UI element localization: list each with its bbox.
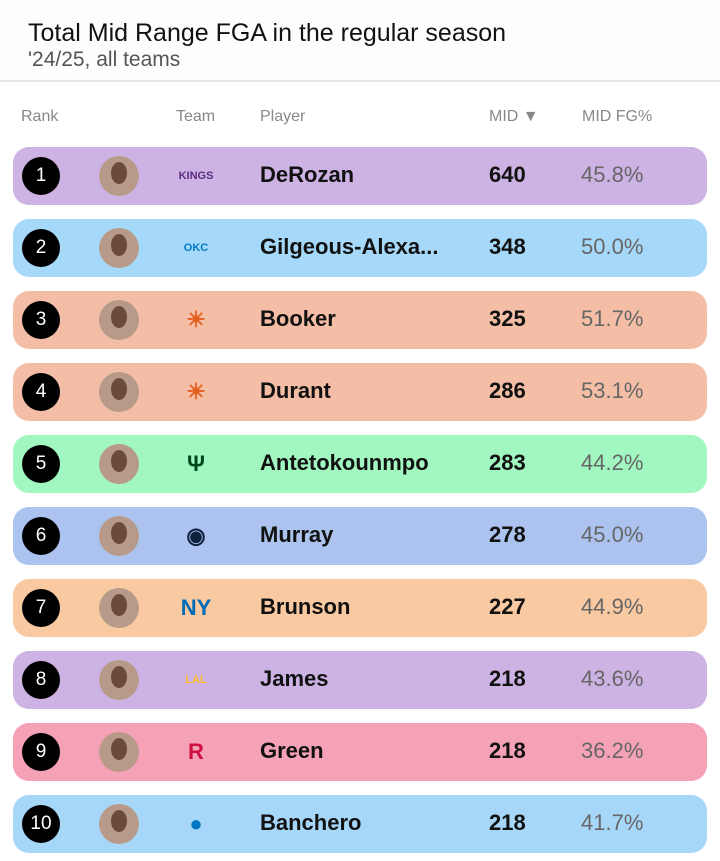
mid-fg-pct-value: 43.6% <box>581 666 644 691</box>
mid-fg-pct-value: 36.2% <box>581 738 644 763</box>
player-name: Green <box>260 738 324 763</box>
rank-badge: 5 <box>22 445 60 483</box>
team-logo-icon: R <box>188 739 204 764</box>
player-name: Booker <box>260 306 336 331</box>
page-subtitle: '24/25, all teams <box>28 48 181 71</box>
player-avatar <box>99 372 139 412</box>
mid-fg-pct-value: 44.9% <box>581 594 644 619</box>
player-avatar <box>99 156 139 196</box>
team-logo-icon: NY <box>180 595 212 620</box>
mid-value: 640 <box>489 162 526 187</box>
rank-badge: 6 <box>22 517 60 555</box>
rank-badge: 3 <box>22 301 60 339</box>
mid-value: 283 <box>489 450 526 475</box>
player-name: DeRozan <box>260 162 355 187</box>
column-header-team[interactable]: Team <box>176 108 216 125</box>
column-header-player[interactable]: Player <box>260 108 306 125</box>
team-logo-icon: ☀ <box>186 379 206 404</box>
mid-value: 286 <box>489 378 526 403</box>
mid-value: 218 <box>489 666 526 691</box>
table-row[interactable]: 3 ☀ Booker 325 51.7% <box>13 291 707 349</box>
rank-badge: 4 <box>22 373 60 411</box>
table-row[interactable]: 7 NY Brunson 227 44.9% <box>13 579 707 637</box>
rank-badge: 8 <box>22 661 60 699</box>
column-header-mid-sorted[interactable]: MID ▼ <box>489 108 539 125</box>
header: Total Mid Range FGA in the regular seaso… <box>0 0 720 82</box>
team-logo-icon: LAL <box>185 674 207 686</box>
player-name: Gilgeous-Alexa... <box>260 234 439 259</box>
rank-badge: 9 <box>22 733 60 771</box>
player-name: James <box>260 666 329 691</box>
player-avatar <box>99 228 139 268</box>
column-header-rank[interactable]: Rank <box>21 108 59 125</box>
player-avatar <box>99 660 139 700</box>
mid-fg-pct-value: 45.8% <box>581 162 644 187</box>
table-row[interactable]: 2 OKC Gilgeous-Alexa... 348 50.0% <box>13 219 707 277</box>
rank-badge: 2 <box>22 229 60 267</box>
mid-value: 218 <box>489 810 526 835</box>
column-header-mid-fg-pct[interactable]: MID FG% <box>582 108 653 125</box>
player-avatar <box>99 444 139 484</box>
player-avatar <box>99 588 139 628</box>
player-avatar <box>99 804 139 844</box>
team-logo-icon: OKC <box>183 242 209 254</box>
mid-value: 348 <box>489 234 526 259</box>
mid-fg-pct-value: 44.2% <box>581 450 644 475</box>
rank-badge: 1 <box>22 157 60 195</box>
mid-fg-pct-value: 45.0% <box>581 522 644 547</box>
team-logo-icon: KINGS <box>178 170 214 182</box>
player-name: Murray <box>260 522 334 547</box>
table-row[interactable]: 4 ☀ Durant 286 53.1% <box>13 363 707 421</box>
table-row[interactable]: 1 KINGS DeRozan 640 45.8% <box>13 147 707 205</box>
table-row[interactable]: 10 ● Banchero 218 41.7% <box>13 795 707 853</box>
table-row[interactable]: 8 LAL James 218 43.6% <box>13 651 707 709</box>
mid-value: 227 <box>489 594 526 619</box>
mid-fg-pct-value: 50.0% <box>581 234 644 259</box>
team-logo-icon: Ψ <box>187 451 205 476</box>
page-title: Total Mid Range FGA in the regular seaso… <box>28 19 507 47</box>
player-avatar <box>99 516 139 556</box>
table-row[interactable]: 9 R Green 218 36.2% <box>13 723 707 781</box>
mid-value: 325 <box>489 306 526 331</box>
mid-value: 278 <box>489 522 526 547</box>
mid-fg-pct-value: 53.1% <box>581 378 644 403</box>
team-logo-icon: ◉ <box>186 523 206 548</box>
team-logo-icon: ☀ <box>186 307 206 332</box>
team-logo-icon: ● <box>189 811 203 836</box>
mid-fg-pct-value: 41.7% <box>581 810 644 835</box>
rank-badge: 10 <box>22 805 60 843</box>
mid-value: 218 <box>489 738 526 763</box>
mid-fg-pct-value: 51.7% <box>581 306 644 331</box>
table-row[interactable]: 5 Ψ Antetokounmpo 283 44.2% <box>13 435 707 493</box>
player-name: Antetokounmpo <box>260 450 429 475</box>
player-avatar <box>99 300 139 340</box>
player-avatar <box>99 732 139 772</box>
player-name: Brunson <box>260 594 351 619</box>
player-name: Banchero <box>260 810 362 835</box>
table-row[interactable]: 6 ◉ Murray 278 45.0% <box>13 507 707 565</box>
rank-badge: 7 <box>22 589 60 627</box>
player-name: Durant <box>260 378 331 403</box>
